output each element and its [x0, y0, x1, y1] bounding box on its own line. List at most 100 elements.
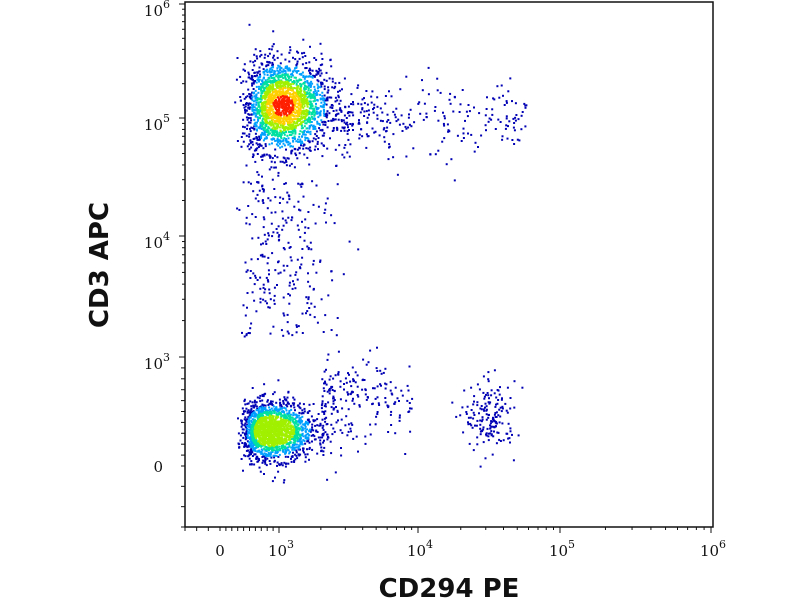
event-point	[501, 422, 504, 425]
event-point	[270, 423, 273, 426]
event-point	[296, 224, 299, 227]
event-point	[308, 434, 311, 437]
event-point	[285, 141, 288, 144]
event-point	[252, 104, 255, 107]
event-point	[306, 432, 309, 435]
event-point	[293, 406, 296, 409]
event-point	[493, 420, 496, 422]
event-point	[267, 61, 270, 64]
event-point	[302, 435, 305, 438]
event-point	[250, 448, 253, 451]
event-point	[247, 432, 250, 435]
event-point	[279, 134, 282, 137]
event-point	[370, 101, 373, 104]
event-point	[405, 155, 408, 158]
event-point	[299, 138, 302, 141]
event-point	[286, 81, 289, 84]
event-point	[296, 437, 299, 440]
event-point	[480, 408, 483, 411]
event-point	[271, 86, 274, 89]
event-point	[267, 97, 270, 100]
event-point	[308, 420, 311, 423]
event-point	[287, 415, 290, 417]
event-point	[329, 375, 332, 378]
event-point	[285, 119, 288, 122]
event-point	[293, 128, 296, 131]
event-point	[268, 430, 271, 433]
event-point	[285, 159, 287, 162]
event-point	[281, 80, 284, 83]
event-point	[249, 121, 252, 124]
event-point	[437, 149, 440, 152]
event-point	[487, 120, 490, 123]
event-point	[325, 423, 328, 426]
event-point	[307, 92, 310, 95]
event-point	[304, 226, 307, 229]
event-point	[302, 106, 305, 109]
event-point	[314, 105, 317, 108]
event-point	[267, 87, 270, 90]
event-point	[495, 403, 497, 406]
event-point	[259, 101, 262, 103]
event-point	[491, 420, 494, 423]
event-point	[261, 428, 264, 431]
event-point	[252, 100, 255, 103]
event-point	[290, 99, 293, 102]
event-point	[251, 401, 254, 404]
event-point	[280, 132, 283, 135]
event-point	[297, 119, 300, 122]
event-point	[255, 423, 258, 426]
event-point	[275, 415, 278, 418]
event-point	[341, 153, 344, 156]
event-point	[240, 425, 243, 428]
event-point	[408, 113, 410, 116]
event-point	[283, 433, 286, 436]
event-point	[277, 138, 280, 141]
event-point	[275, 446, 278, 449]
event-point	[482, 391, 485, 394]
event-point	[276, 451, 279, 454]
event-point	[376, 114, 379, 117]
event-point	[333, 118, 336, 121]
event-point	[337, 94, 340, 97]
event-point	[244, 314, 247, 317]
event-point	[335, 109, 338, 112]
event-point	[288, 164, 291, 167]
event-point	[294, 122, 297, 125]
event-point	[268, 77, 271, 80]
event-point	[287, 332, 290, 335]
event-point	[330, 270, 333, 273]
event-point	[321, 436, 324, 439]
event-point	[294, 287, 297, 290]
event-point	[297, 109, 300, 112]
event-point	[285, 415, 288, 418]
event-point	[485, 413, 488, 416]
event-point	[349, 111, 352, 114]
event-point	[284, 112, 287, 115]
event-point	[286, 264, 289, 267]
event-point	[261, 255, 264, 258]
event-point	[269, 411, 272, 414]
event-point	[352, 397, 354, 400]
event-point	[301, 312, 304, 315]
event-point	[482, 441, 485, 444]
event-point	[242, 428, 245, 431]
event-point	[304, 137, 307, 139]
event-point	[299, 107, 302, 110]
event-point	[264, 436, 267, 438]
event-point	[301, 183, 304, 186]
event-point	[264, 145, 267, 148]
event-point	[333, 389, 336, 392]
event-point	[266, 413, 269, 416]
event-point	[490, 394, 493, 397]
event-point	[266, 94, 269, 97]
event-point	[253, 430, 256, 432]
event-point	[291, 420, 294, 423]
event-point	[280, 419, 283, 422]
event-point	[284, 430, 287, 433]
event-point	[258, 80, 260, 83]
event-point	[461, 406, 464, 409]
event-point	[334, 118, 337, 121]
event-point	[246, 423, 249, 426]
event-point	[245, 222, 248, 225]
